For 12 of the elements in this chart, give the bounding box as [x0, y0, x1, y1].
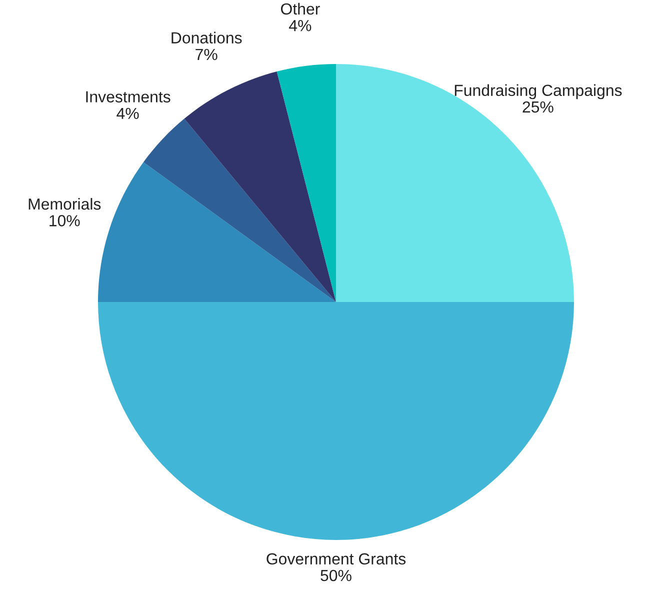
data-label: 7% — [196, 48, 218, 60]
data-label: 4% — [116, 108, 139, 120]
slice-label: Memorials — [28, 198, 101, 210]
slice-label: Government Grants — [266, 553, 406, 565]
data-label: 10% — [50, 215, 80, 226]
data-label: 25% — [522, 101, 554, 113]
data-label: 50% — [320, 570, 352, 582]
slice-label: Investments — [86, 91, 170, 102]
slice-label: Fundraising Campaigns — [454, 84, 622, 100]
data-label: 4% — [289, 20, 312, 32]
slice-label: Donations — [172, 32, 242, 44]
slice-label: Other — [280, 2, 320, 15]
